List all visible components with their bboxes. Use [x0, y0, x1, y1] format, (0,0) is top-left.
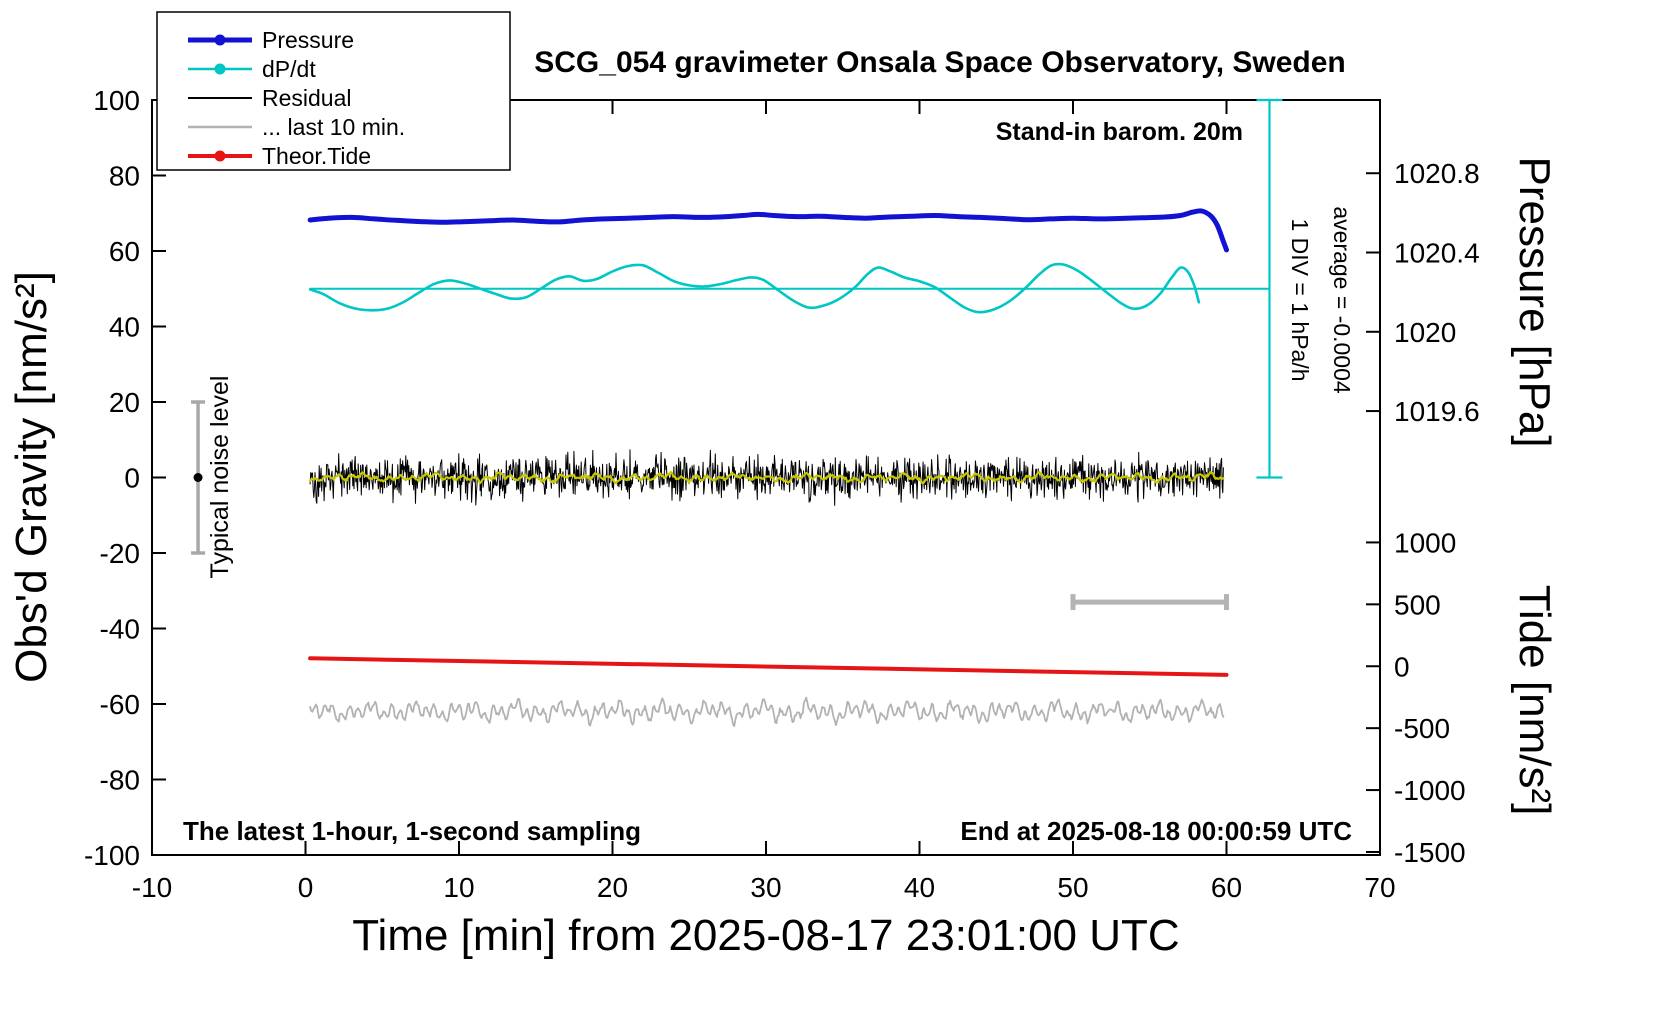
- svg-text:100: 100: [93, 85, 140, 116]
- typical-noise-level-label: Typical noise level: [206, 376, 234, 579]
- svg-text:80: 80: [109, 161, 140, 192]
- svg-text:-1000: -1000: [1394, 775, 1466, 806]
- last-10-min-scale-bar: [1070, 594, 1229, 611]
- y-axis-label-gravity: Obs'd Gravity [nm/s²]: [7, 271, 56, 683]
- plot-area: -10 0 10 20 30 40 50 60 70-100-80-60-40-20020406…: [84, 85, 1480, 903]
- legend-label-residual: Residual: [262, 85, 352, 111]
- series-residual-running-mean: [309, 470, 1225, 485]
- end-time-note: End at 2025-08-18 00:00:59 UTC: [960, 816, 1352, 846]
- svg-text:50: 50: [1057, 872, 1088, 903]
- svg-text:30: 30: [750, 872, 781, 903]
- series-dp-dt: [308, 262, 1201, 314]
- svg-text:-100: -100: [84, 840, 140, 871]
- svg-text:0: 0: [124, 463, 140, 494]
- legend-label-dp-dt: dP/dt: [262, 56, 316, 82]
- series-residual: [309, 449, 1224, 506]
- svg-text:-40: -40: [100, 614, 140, 645]
- series-pressure: [307, 208, 1229, 253]
- svg-text:20: 20: [109, 387, 140, 418]
- legend-label-pressure: Pressure: [262, 27, 354, 53]
- svg-text:0: 0: [298, 872, 314, 903]
- series-last-10-min: [309, 696, 1225, 728]
- y-axis-label-tide: Tide [nm/s²]: [1510, 585, 1559, 816]
- legend-dot-theor-tide: [214, 150, 226, 162]
- svg-text:-80: -80: [100, 765, 140, 796]
- svg-text:70: 70: [1364, 872, 1395, 903]
- legend-label-theor-tide: Theor.Tide: [262, 143, 371, 169]
- svg-text:0: 0: [1394, 651, 1410, 682]
- y-axis-gravity: -100 -80 -60 -40 -20 0 20 40 60 80 100: [84, 85, 166, 871]
- x-axis-label: Time [min] from 2025-08-17 23:01:00 UTC: [352, 911, 1179, 960]
- x-axis: -10 0 10 20 30 40 50 60 70: [132, 100, 1396, 903]
- svg-text:40: 40: [904, 872, 935, 903]
- svg-text:1019.6: 1019.6: [1394, 396, 1480, 427]
- svg-text:10: 10: [443, 872, 474, 903]
- legend-label-last-10-min: ... last 10 min.: [262, 114, 405, 140]
- svg-text:1020.4: 1020.4: [1394, 238, 1480, 269]
- y-axis-label-pressure: Pressure [hPa]: [1510, 156, 1559, 447]
- svg-text:1020.8: 1020.8: [1394, 158, 1480, 189]
- legend-dot-dp-dt: [214, 63, 226, 75]
- legend: Pressure dP/dt Residual ... last 10 min. The…: [156, 11, 511, 171]
- y-axis-right: 1020.8 1020.4 1020 1019.6 1000 500 0 -500 -1000 -…: [1366, 158, 1480, 868]
- svg-text:60: 60: [109, 236, 140, 267]
- chart-title: SCG_054 gravimeter Onsala Space Observat…: [534, 46, 1346, 79]
- typical-noise-errorbar: [191, 400, 206, 555]
- series-theor-tide: [308, 656, 1229, 677]
- div-scale-note: 1 DIV = 1 hPa/h: [1287, 218, 1313, 381]
- svg-text:20: 20: [597, 872, 628, 903]
- sampling-note: The latest 1-hour, 1-second sampling: [183, 816, 641, 846]
- svg-text:-1500: -1500: [1394, 837, 1466, 868]
- svg-text:-500: -500: [1394, 713, 1450, 744]
- average-note: average = -0.0004: [1329, 206, 1355, 394]
- svg-text:-60: -60: [100, 689, 140, 720]
- svg-text:1000: 1000: [1394, 527, 1456, 558]
- svg-text:60: 60: [1211, 872, 1242, 903]
- div-scale-indicator: [1256, 98, 1283, 479]
- svg-text:40: 40: [109, 312, 140, 343]
- svg-text:500: 500: [1394, 589, 1441, 620]
- legend-dot-pressure: [214, 34, 226, 46]
- svg-text:-20: -20: [100, 538, 140, 569]
- stand-in-barometer-note: Stand-in barom. 20m: [996, 118, 1243, 146]
- svg-text:-10: -10: [132, 872, 172, 903]
- svg-text:1020: 1020: [1394, 317, 1456, 348]
